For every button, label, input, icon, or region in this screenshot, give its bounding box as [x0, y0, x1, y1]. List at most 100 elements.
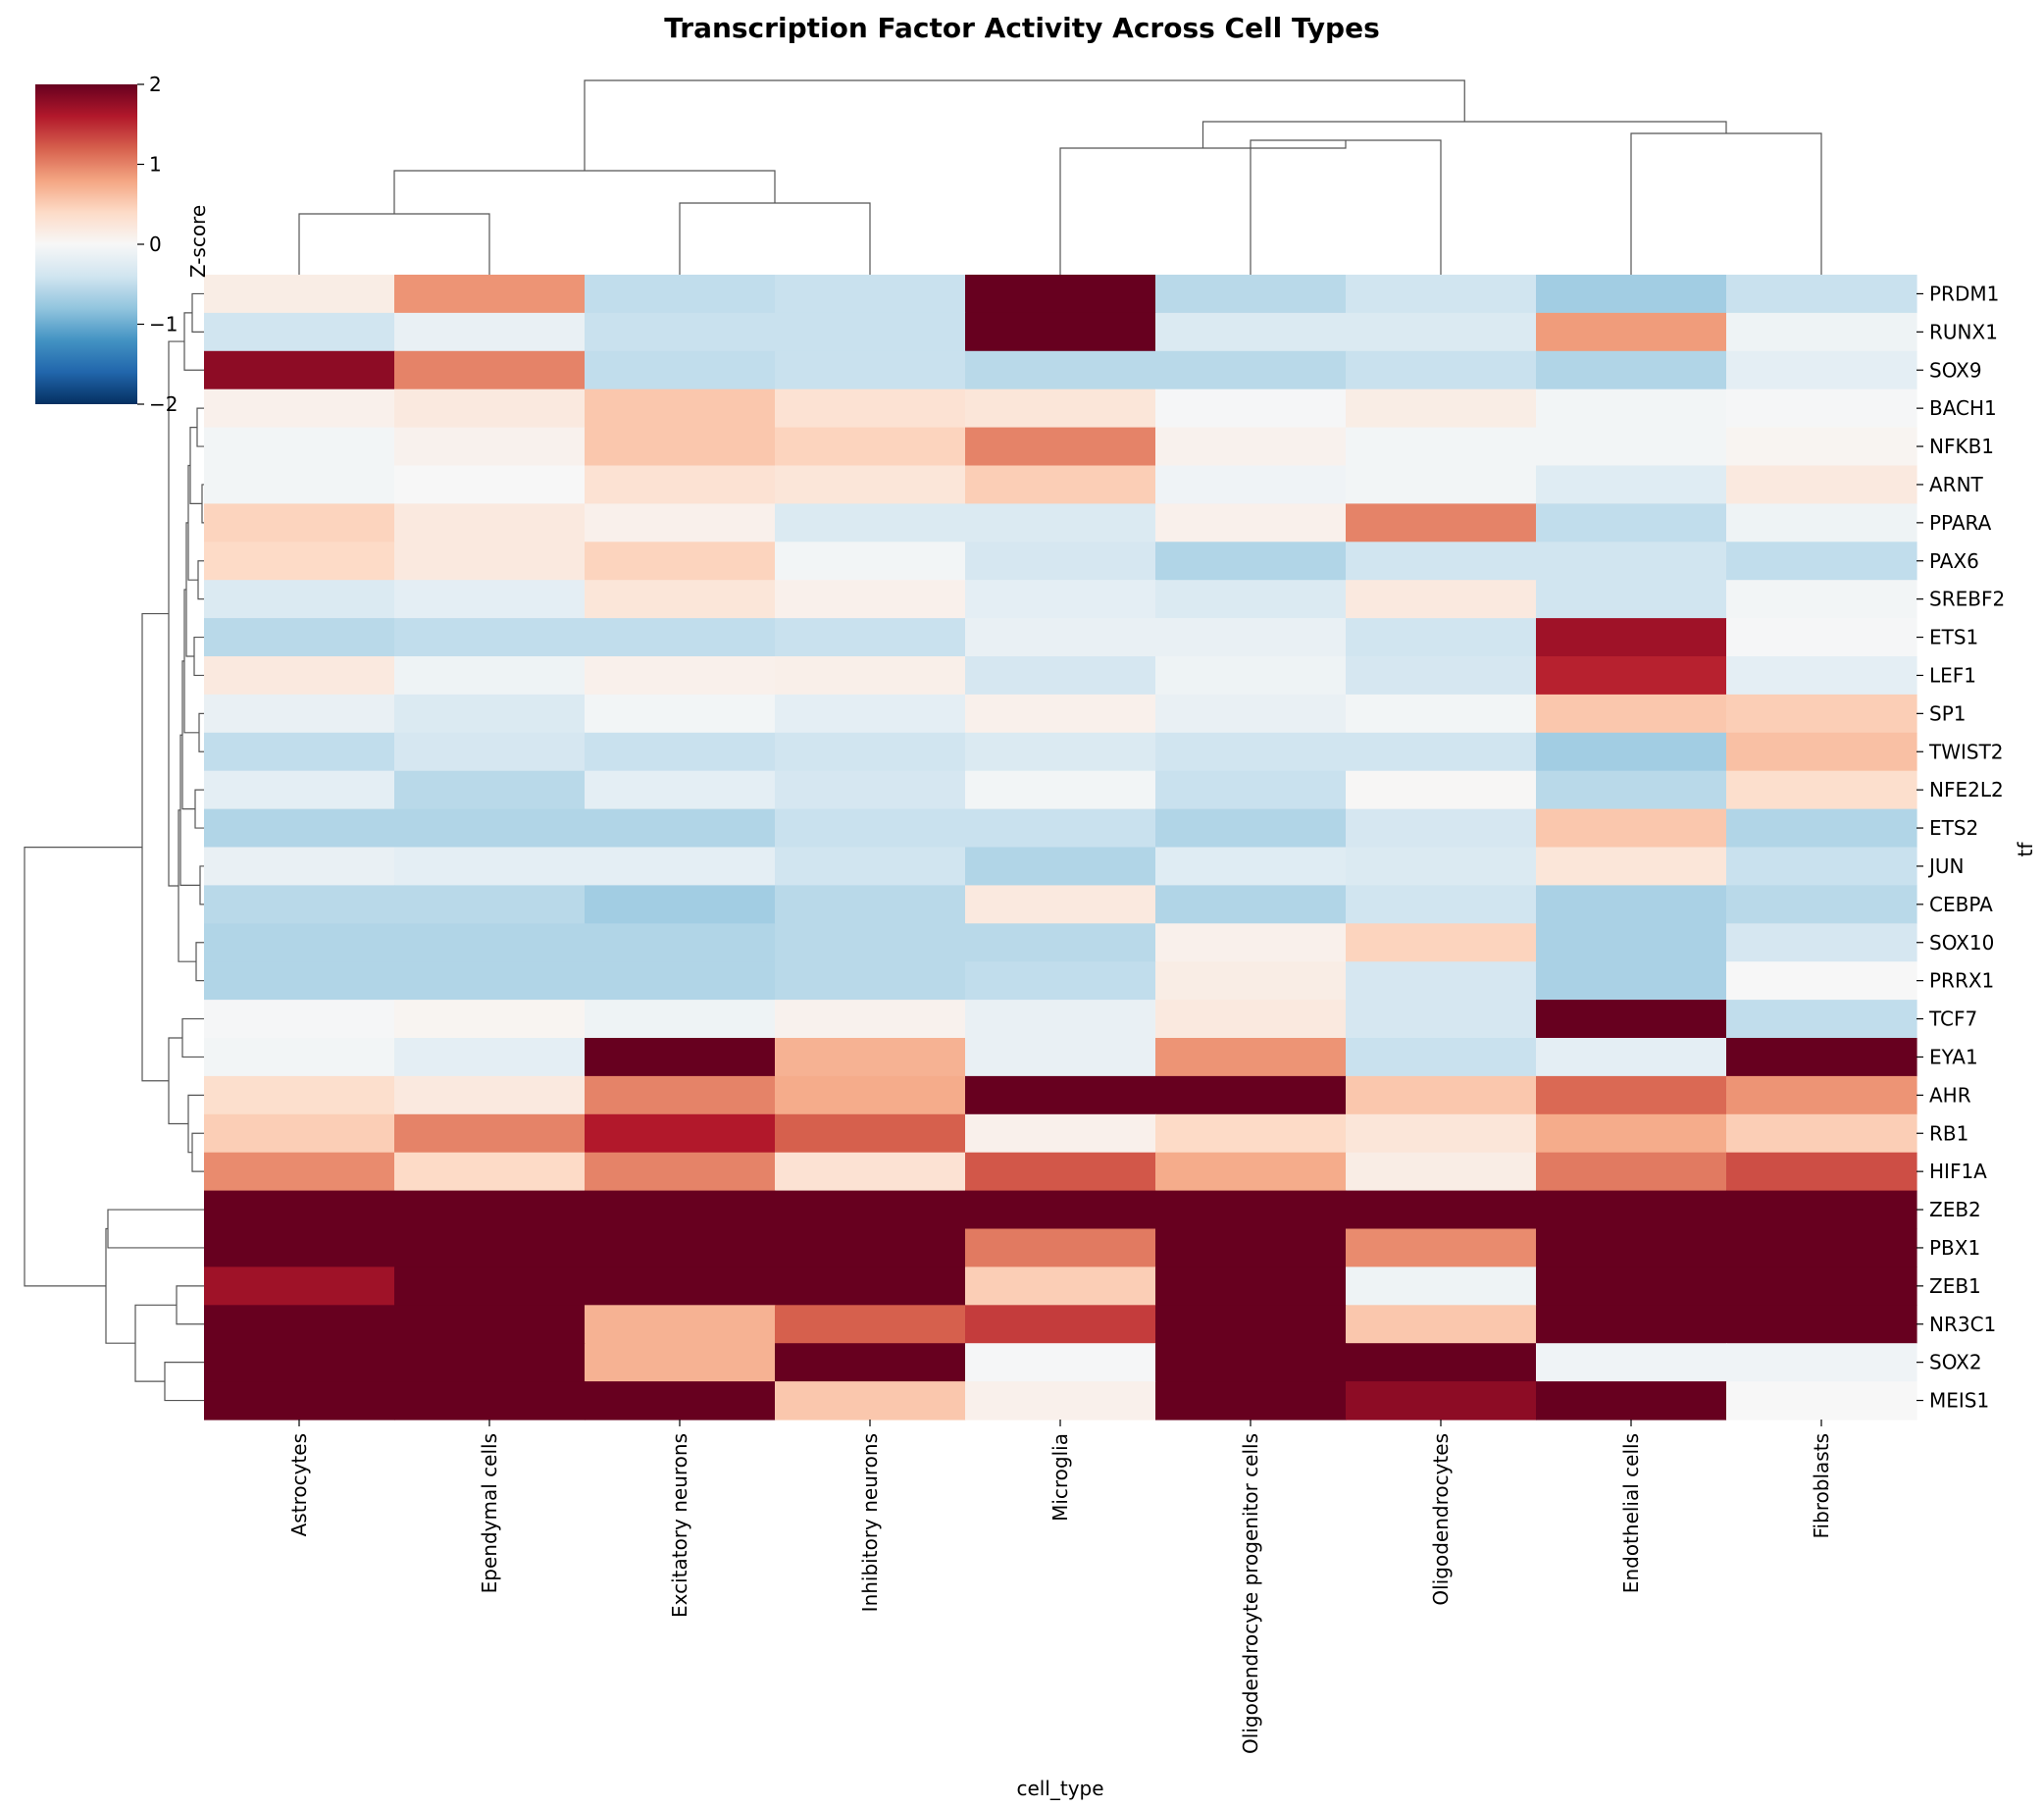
heatmap-cell: [585, 465, 776, 504]
heatmap-cell: [965, 923, 1156, 962]
heatmap-cell: [394, 1228, 586, 1267]
heatmap-cell: [775, 1152, 966, 1192]
heatmap-cell: [394, 350, 586, 390]
heatmap-cell: [1726, 465, 1917, 504]
heatmap-cell: [965, 1228, 1156, 1267]
heatmap-cell: [965, 1152, 1156, 1192]
dendrogram-link: [1059, 140, 1347, 275]
dendrogram-link: [1250, 139, 1442, 275]
heatmap-cell: [965, 1000, 1156, 1039]
row-tick-label: ETS2: [1929, 816, 1978, 840]
column-dendrogram: [298, 79, 1822, 275]
heatmap-cell: [585, 388, 776, 429]
heatmap-cell: [204, 885, 395, 924]
heatmap-cell: [1536, 580, 1727, 619]
heatmap-cell: [1536, 427, 1727, 467]
heatmap-cell: [204, 656, 395, 696]
heatmap-cell: [204, 312, 395, 352]
heatmap-cell: [775, 312, 966, 352]
heatmap-cell: [1346, 961, 1537, 1001]
row-tick-label: NFE2L2: [1929, 778, 2004, 801]
row-tick-label: PRDM1: [1929, 282, 1999, 305]
heatmap-cell: [585, 1190, 776, 1230]
heatmap-cell: [204, 1266, 395, 1306]
heatmap-cell: [394, 732, 586, 772]
heatmap-cell: [204, 427, 395, 467]
heatmap-cell: [1726, 1228, 1917, 1267]
dendrogram-link: [679, 202, 871, 275]
heatmap-cell: [1726, 350, 1917, 390]
heatmap-cell: [585, 961, 776, 1001]
heatmap-cell: [965, 503, 1156, 542]
dendrogram-link: [164, 1362, 204, 1402]
heatmap-cell: [585, 1266, 776, 1306]
heatmap-cell: [1726, 1343, 1917, 1382]
heatmap-cell: [394, 808, 586, 849]
dendrogram-link: [189, 427, 202, 504]
heatmap-cell: [1726, 694, 1917, 734]
dendrogram-link: [199, 865, 204, 905]
heatmap-cell: [1346, 388, 1537, 429]
heatmap-cell: [394, 923, 586, 962]
heatmap-cell: [965, 388, 1156, 429]
heatmap-cell: [775, 1190, 966, 1230]
heatmap-cell: [1346, 542, 1537, 581]
heatmap-cell: [204, 1152, 395, 1192]
row-tick-label: MEIS1: [1929, 1389, 1989, 1413]
heatmap-cell: [394, 1381, 586, 1421]
heatmap-cell: [1536, 1190, 1727, 1230]
heatmap-cell: [1155, 1266, 1347, 1306]
heatmap-cell: [1155, 388, 1347, 429]
heatmap-cell: [1536, 1228, 1727, 1267]
heatmap-cell: [1346, 1000, 1537, 1039]
heatmap-cell: [775, 350, 966, 390]
heatmap-cells: [204, 275, 1917, 1421]
heatmap-cell: [1155, 1190, 1347, 1230]
heatmap-cell: [394, 388, 586, 429]
heatmap-cell: [394, 1305, 586, 1344]
heatmap-cell: [1346, 275, 1537, 314]
heatmap-cell: [1536, 732, 1727, 772]
row-tick-label: TCF7: [1928, 1007, 1977, 1031]
dendrogram-link: [197, 560, 204, 600]
colorbar-tick-label: 0: [149, 232, 162, 256]
row-tick-label: ZEB1: [1929, 1274, 1981, 1298]
heatmap-cell: [1726, 503, 1917, 542]
heatmap-cell: [1536, 885, 1727, 924]
heatmap-cell: [585, 1381, 776, 1421]
heatmap-cell: [775, 1381, 966, 1421]
heatmap-cell: [204, 808, 395, 849]
heatmap-cell: [585, 923, 776, 962]
heatmap-cell: [1726, 1266, 1917, 1306]
heatmap-cell: [585, 1228, 776, 1267]
heatmap-cell: [1346, 656, 1537, 696]
heatmap-cell: [585, 427, 776, 467]
heatmap-cell: [1536, 542, 1727, 581]
heatmap-cell: [1155, 1038, 1347, 1077]
heatmap-cell: [1726, 885, 1917, 924]
heatmap-cell: [204, 1113, 395, 1154]
heatmap-cell: [775, 1075, 966, 1115]
heatmap-cell: [775, 1305, 966, 1344]
heatmap-cell: [1346, 1075, 1537, 1115]
row-tick-label: PRRX1: [1929, 969, 1994, 993]
colorbar: 2 1 0 −1 −2: [35, 73, 178, 416]
colorbar-tick-label: 1: [149, 153, 162, 177]
heatmap-cell: [204, 1075, 395, 1115]
heatmap-cell: [775, 694, 966, 734]
dendrogram-link: [191, 292, 204, 333]
heatmap-cell: [1155, 1228, 1347, 1267]
heatmap-cell: [1536, 694, 1727, 734]
heatmap-cell: [394, 503, 586, 542]
heatmap-cell: [775, 885, 966, 924]
heatmap-cell: [965, 770, 1156, 810]
heatmap-cell: [775, 427, 966, 467]
heatmap-cell: [775, 503, 966, 542]
heatmap-cell: [585, 1152, 776, 1192]
heatmap-cell: [585, 542, 776, 581]
heatmap-cell: [1536, 503, 1727, 542]
heatmap-cell: [1155, 618, 1347, 657]
heatmap-cell: [585, 1305, 776, 1344]
dendrogram-link: [196, 407, 204, 447]
heatmap-cell: [775, 1038, 966, 1077]
